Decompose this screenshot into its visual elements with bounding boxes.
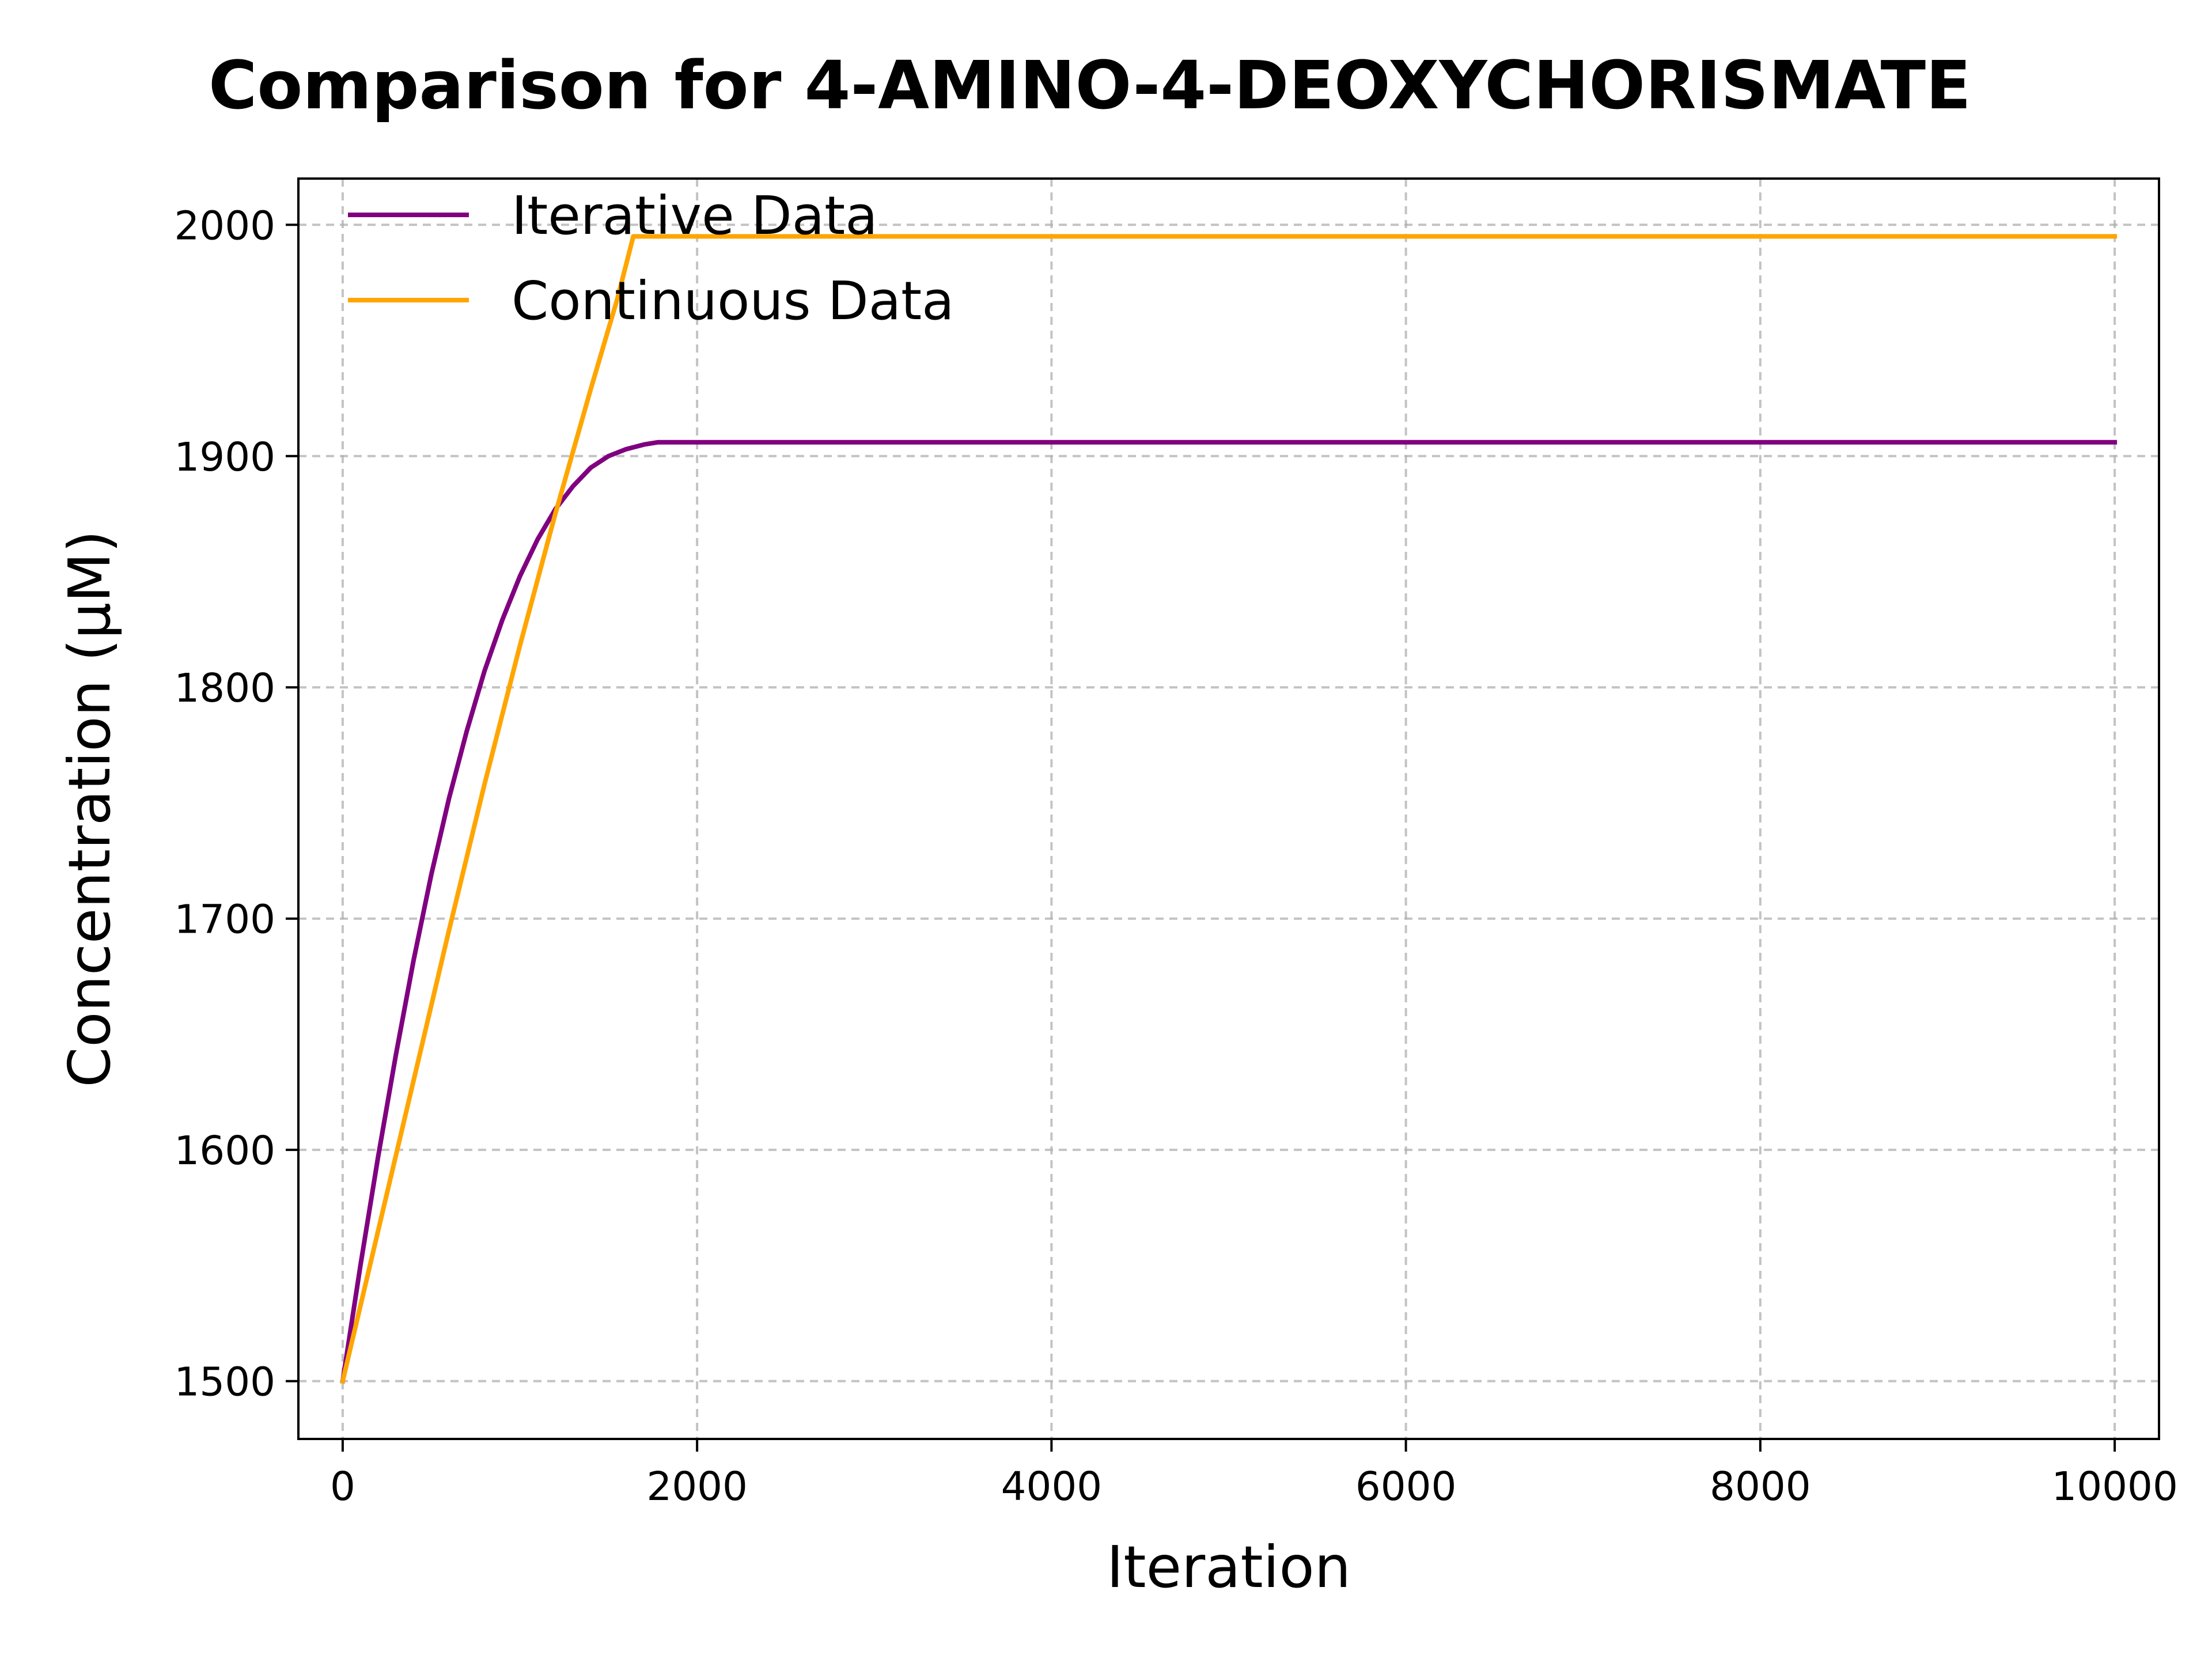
y-axis: 1500 1600 1700 1800 1900 2000: [174, 203, 298, 1406]
y-tick-label: 1500: [174, 1359, 275, 1406]
legend-label: Continuous Data: [512, 270, 955, 332]
grid: [298, 179, 2159, 1439]
x-tick-label: 8000: [1710, 1464, 1811, 1510]
y-tick-label: 1900: [174, 434, 275, 480]
plot-area-frame: [297, 177, 2160, 1440]
x-tick-label: 4000: [1001, 1464, 1103, 1510]
legend: Iterative Data Continuous Data: [348, 185, 955, 332]
chart-title: Comparison for 4-AMINO-4-DEOXYCHORISMATE: [209, 47, 1971, 124]
y-tick-label: 1800: [174, 665, 275, 711]
y-axis-label: Concentration (μM): [56, 530, 123, 1087]
legend-label: Iterative Data: [512, 185, 878, 247]
x-axis-label: Iteration: [1107, 1533, 1351, 1601]
series-layer: [340, 234, 2118, 1384]
x-tick-label: 0: [330, 1464, 355, 1510]
x-axis: 0 2000 4000 6000 8000 10000: [330, 1439, 2178, 1510]
y-tick-label: 1700: [174, 897, 275, 943]
x-tick-label: 6000: [1355, 1464, 1457, 1510]
x-tick-label: 10000: [2051, 1464, 2178, 1510]
series-line-continuous-data: [340, 234, 2118, 1384]
series-line-iterative-data: [340, 440, 2118, 1384]
y-tick-label: 1600: [174, 1128, 275, 1174]
y-tick-label: 2000: [174, 203, 275, 249]
x-tick-label: 2000: [646, 1464, 748, 1510]
